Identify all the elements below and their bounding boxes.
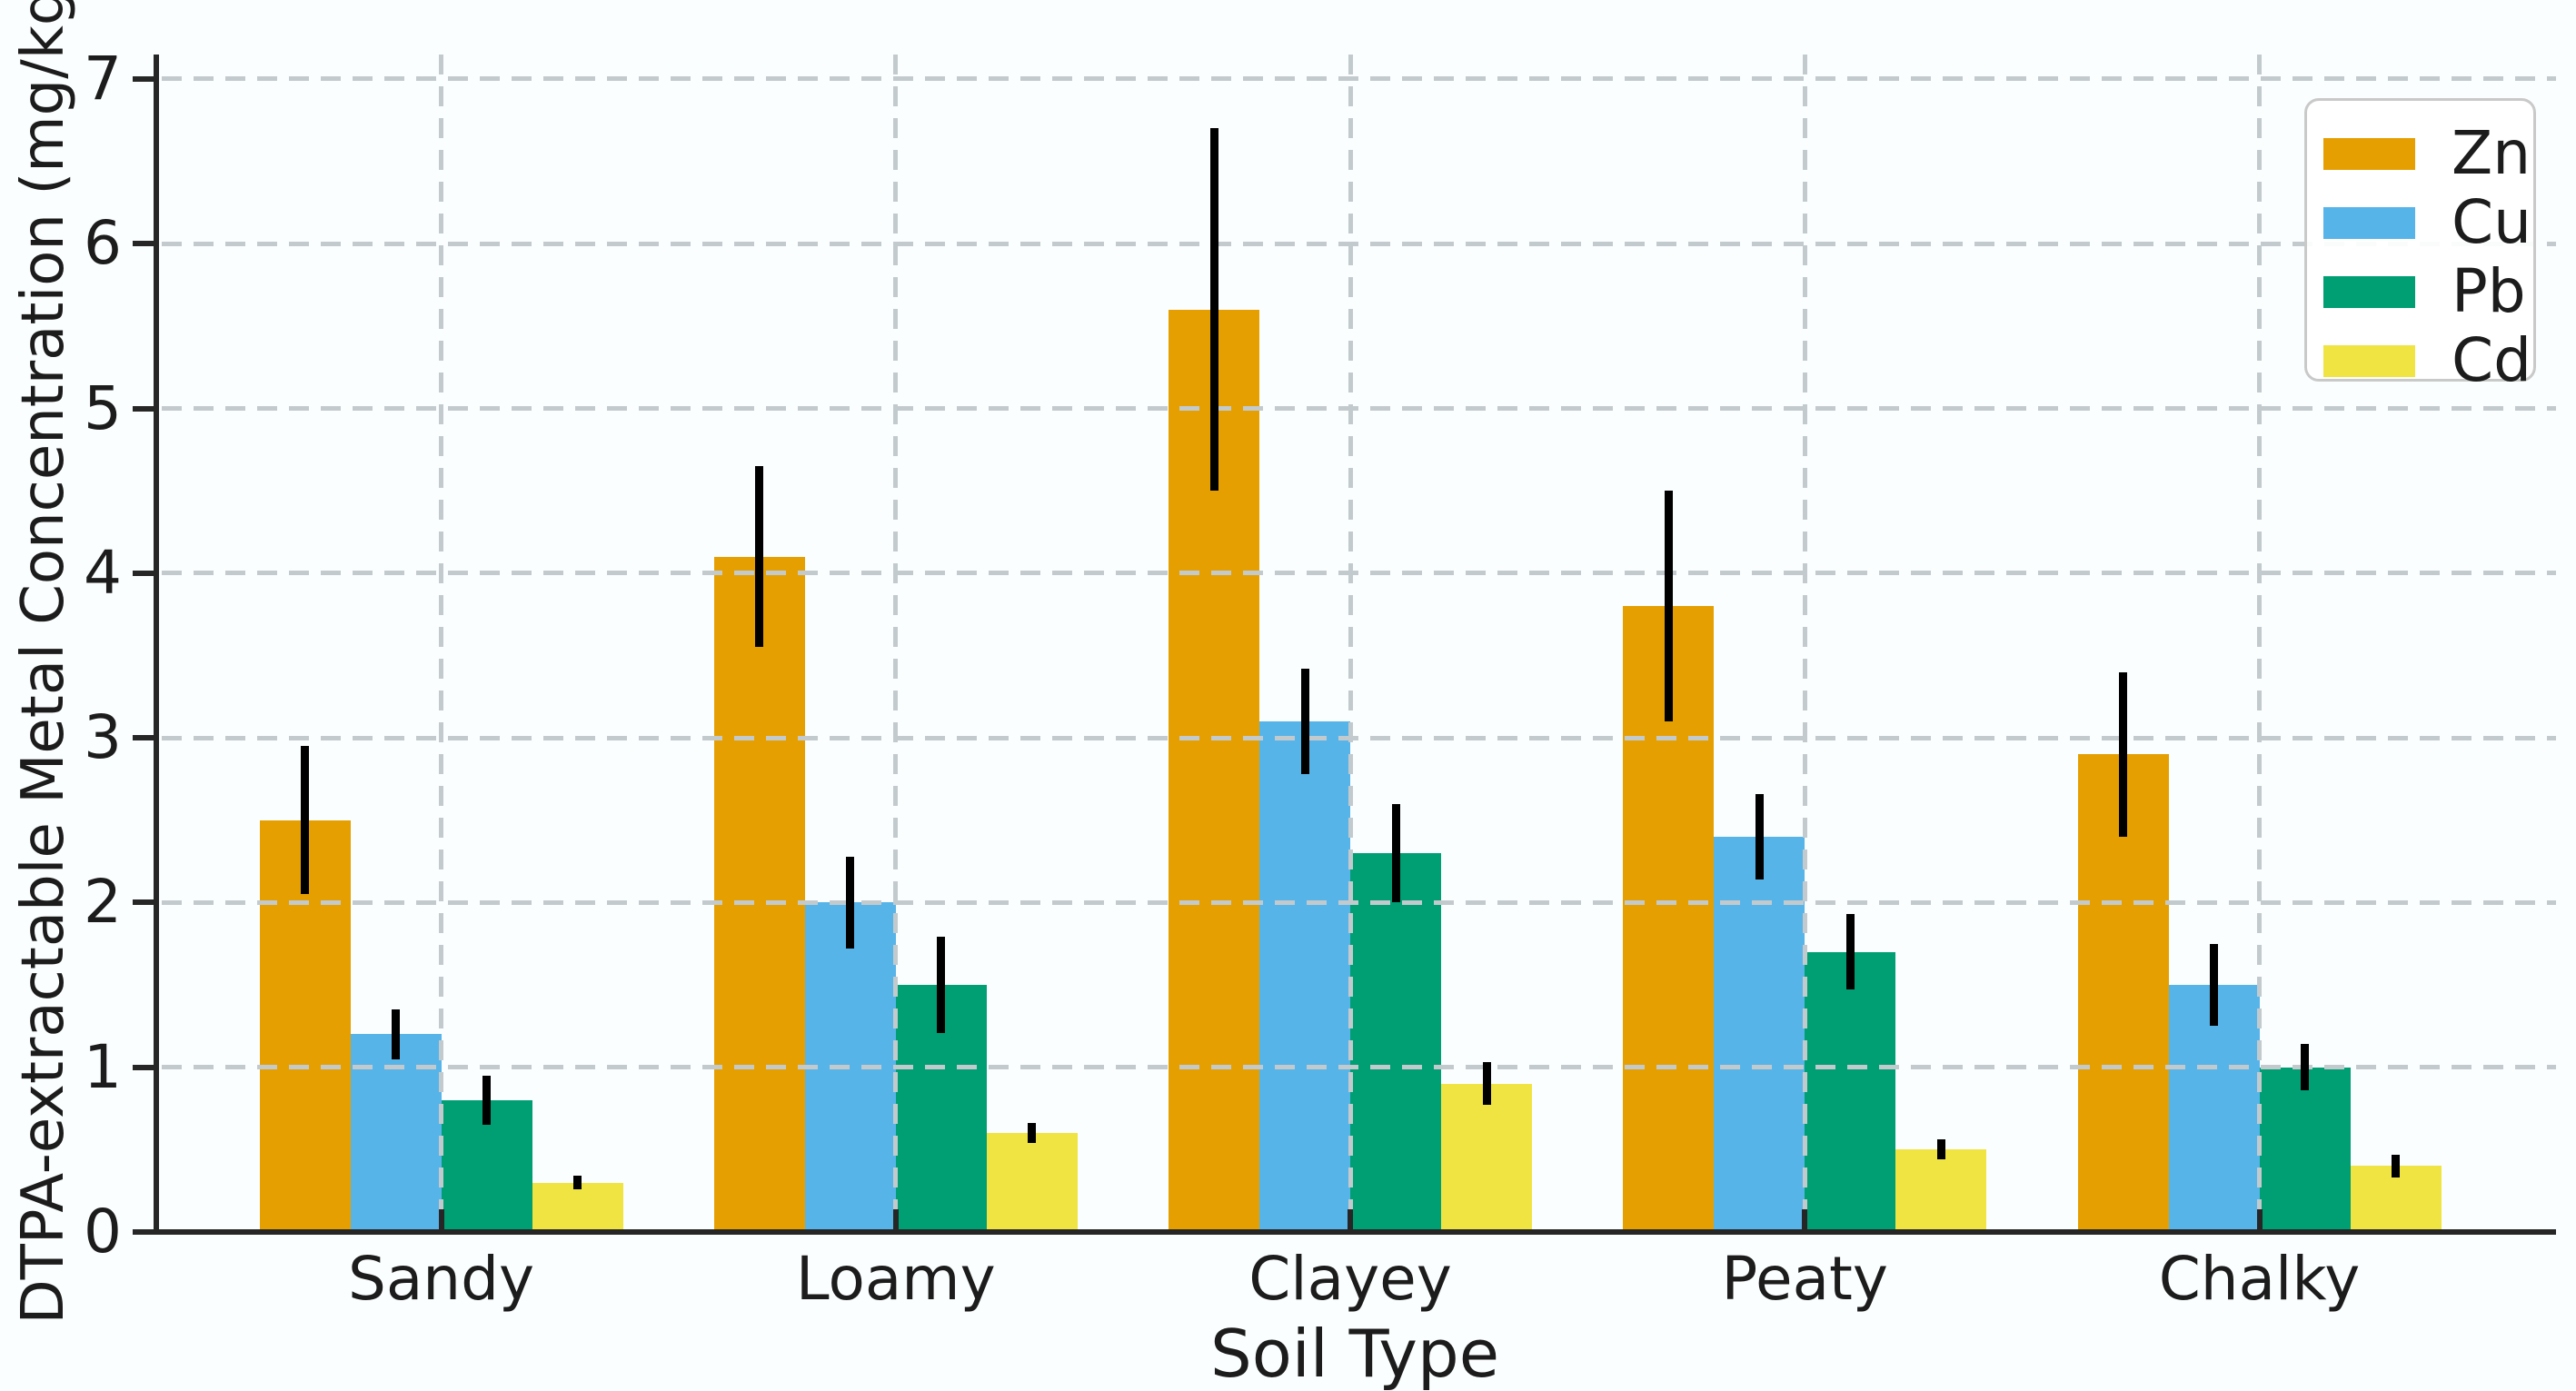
x-tick-loamy xyxy=(892,1209,899,1229)
y-tick-7 xyxy=(133,75,154,82)
legend-item-zn: Zn xyxy=(2307,119,2533,188)
y-tick-label-0: 0 xyxy=(84,1197,122,1267)
y-tick-4 xyxy=(133,570,154,576)
legend-swatch-cd xyxy=(2323,344,2415,377)
legend-label-cu: Cu xyxy=(2452,187,2531,257)
bar-pb-chalky xyxy=(2259,1067,2351,1229)
y-tick-1 xyxy=(133,1064,154,1070)
x-axis-label: Soil Type xyxy=(1209,1316,1500,1391)
y-tick-0 xyxy=(133,1229,154,1235)
bar-zn-loamy xyxy=(713,556,805,1229)
x-tick-label-loamy: Loamy xyxy=(795,1244,996,1314)
gridline-v-sandy xyxy=(439,55,443,1229)
error-bar-pb-peaty xyxy=(1845,914,1855,990)
y-tick-6 xyxy=(133,241,154,247)
bar-cu-sandy xyxy=(350,1034,442,1229)
bar-cd-loamy xyxy=(986,1133,1078,1229)
bar-cd-sandy xyxy=(532,1182,623,1229)
gridline-v-clayey xyxy=(1348,55,1353,1229)
error-bar-cu-chalky xyxy=(2210,943,2218,1027)
y-axis-spine xyxy=(154,55,159,1235)
x-tick-label-peaty: Peaty xyxy=(1721,1244,1888,1314)
legend-swatch-cu xyxy=(2323,206,2415,239)
gridline-h-7 xyxy=(162,76,2556,82)
error-bar-cd-loamy xyxy=(1028,1123,1037,1144)
x-tick-label-chalky: Chalky xyxy=(2158,1244,2361,1314)
bar-pb-clayey xyxy=(1350,853,1441,1229)
gridline-h-1 xyxy=(162,1065,2556,1070)
y-tick-label-1: 1 xyxy=(84,1031,122,1102)
legend-label-cd: Cd xyxy=(2452,325,2531,395)
error-bar-zn-chalky xyxy=(2119,671,2127,837)
gridline-h-6 xyxy=(162,241,2556,246)
y-tick-label-3: 3 xyxy=(84,702,122,773)
error-bar-zn-loamy xyxy=(755,465,764,648)
gridline-h-5 xyxy=(162,406,2556,411)
bar-cu-peaty xyxy=(1714,836,1805,1229)
error-bar-zn-clayey xyxy=(1209,128,1218,492)
bar-cd-peaty xyxy=(1895,1149,1987,1229)
gridline-h-2 xyxy=(162,899,2556,905)
x-tick-peaty xyxy=(1802,1209,1808,1229)
legend-label-pb: Pb xyxy=(2452,256,2526,326)
y-tick-5 xyxy=(133,405,154,412)
y-tick-label-4: 4 xyxy=(84,537,122,608)
error-bar-pb-clayey xyxy=(1391,803,1400,903)
y-axis-label: DTPA-extractable Metal Concentration (mg… xyxy=(10,0,77,1325)
error-bar-pb-loamy xyxy=(937,937,946,1033)
legend: Zn Cu Pb Cd xyxy=(2304,98,2536,392)
bar-pb-peaty xyxy=(1805,951,1896,1229)
y-tick-label-2: 2 xyxy=(84,867,122,938)
y-tick-3 xyxy=(133,735,154,741)
y-tick-label-5: 5 xyxy=(84,373,122,443)
error-bar-cu-loamy xyxy=(846,856,855,949)
error-bar-zn-sandy xyxy=(301,746,309,895)
x-axis-spine xyxy=(154,1229,2556,1235)
gridline-v-loamy xyxy=(893,55,899,1229)
y-tick-label-7: 7 xyxy=(84,43,122,114)
bar-cu-clayey xyxy=(1259,720,1350,1229)
gridline-h-3 xyxy=(162,735,2556,740)
legend-item-cu: Cu xyxy=(2307,188,2533,257)
y-tick-label-6: 6 xyxy=(84,208,122,279)
error-bar-cd-sandy xyxy=(573,1176,582,1189)
x-tick-clayey xyxy=(1348,1209,1353,1229)
bar-cd-clayey xyxy=(1441,1083,1532,1229)
x-tick-label-clayey: Clayey xyxy=(1248,1244,1452,1314)
legend-swatch-zn xyxy=(2323,137,2415,170)
error-bar-cu-peaty xyxy=(1755,793,1764,879)
legend-item-pb: Pb xyxy=(2307,257,2533,326)
legend-label-zn: Zn xyxy=(2452,118,2531,188)
error-bar-zn-peaty xyxy=(1664,491,1673,721)
x-tick-sandy xyxy=(438,1209,444,1229)
x-tick-label-sandy: Sandy xyxy=(347,1244,535,1314)
x-tick-chalky xyxy=(2256,1209,2263,1229)
error-bar-cu-clayey xyxy=(1300,668,1309,774)
gridline-v-chalky xyxy=(2257,55,2262,1229)
y-tick-2 xyxy=(133,899,154,906)
gridline-h-4 xyxy=(162,571,2556,576)
error-bar-pb-sandy xyxy=(482,1075,491,1126)
error-bar-cd-chalky xyxy=(2392,1154,2400,1178)
legend-swatch-pb xyxy=(2323,275,2415,308)
error-bar-cd-peaty xyxy=(1936,1139,1945,1160)
gridline-v-peaty xyxy=(1802,55,1807,1229)
error-bar-cd-clayey xyxy=(1482,1062,1491,1106)
error-bar-cu-sandy xyxy=(392,1009,400,1059)
legend-item-cd: Cd xyxy=(2307,326,2533,395)
error-bar-pb-chalky xyxy=(2301,1044,2309,1091)
